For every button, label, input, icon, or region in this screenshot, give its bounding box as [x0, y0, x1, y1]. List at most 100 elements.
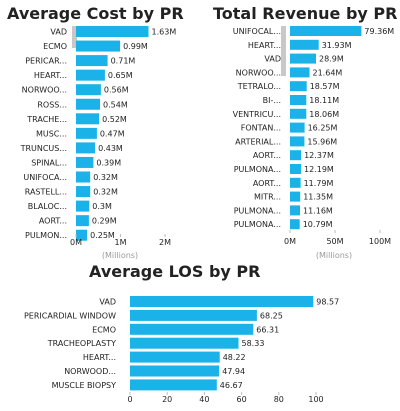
value-label: 18.11M: [309, 96, 339, 105]
category-label: VAD: [50, 28, 67, 37]
bar[interactable]: [76, 40, 121, 52]
value-label: 10.79M: [303, 220, 333, 229]
bar[interactable]: [290, 39, 319, 50]
value-label: 46.67: [220, 381, 243, 390]
value-label: 0.47M: [100, 129, 125, 138]
bar[interactable]: [290, 205, 300, 216]
value-label: 0.43M: [98, 144, 123, 153]
value-label: 0.56M: [104, 86, 129, 95]
bar[interactable]: [130, 351, 220, 363]
bars-group: VAD 1.63M ECMO 0.99M PERICAR... 0.71M HEART...…: [20, 26, 176, 241]
bar[interactable]: [290, 122, 305, 133]
category-label: HEART...: [83, 353, 116, 362]
value-label: 31.93M: [322, 41, 352, 50]
total-revenue-chart: Total Revenue by PR UNIFOCAL... 79.36M HEA…: [213, 4, 397, 260]
bar[interactable]: [76, 171, 91, 183]
category-label: HEART...: [34, 71, 67, 80]
category-label: VAD: [99, 298, 116, 307]
value-label: 11.79M: [304, 179, 334, 188]
bar[interactable]: [130, 323, 254, 335]
bar[interactable]: [130, 309, 257, 321]
chart-title: Total Revenue by PR: [213, 4, 397, 23]
scrollbar-thumb[interactable]: [72, 26, 77, 48]
bar[interactable]: [76, 200, 90, 212]
value-label: 0.3M: [92, 202, 112, 211]
bar[interactable]: [76, 142, 96, 154]
bar[interactable]: [76, 156, 94, 168]
bar[interactable]: [290, 67, 310, 78]
category-label: ECMO: [92, 325, 116, 334]
bar[interactable]: [290, 150, 302, 161]
category-label: TRACHE...: [26, 115, 67, 124]
bar[interactable]: [290, 191, 301, 202]
tick-label: 40: [199, 395, 209, 404]
bar[interactable]: [76, 186, 91, 198]
bar[interactable]: [76, 215, 89, 227]
category-label: PULMON...: [25, 231, 67, 240]
category-label: NORWOO...: [22, 86, 67, 95]
value-label: 0.25M: [90, 231, 115, 240]
bar[interactable]: [130, 296, 314, 307]
value-label: 47.94: [222, 367, 245, 376]
category-label: TRACHEOPLASTY: [47, 339, 116, 348]
category-label: ARTERIAL...: [235, 137, 281, 146]
bar[interactable]: [76, 127, 97, 139]
bar[interactable]: [290, 26, 362, 36]
bar[interactable]: [290, 219, 300, 230]
bar[interactable]: [76, 69, 105, 81]
bar[interactable]: [290, 164, 301, 174]
tick-label: 80: [274, 395, 284, 404]
axis-unit-label: (Millions): [102, 251, 138, 260]
bar[interactable]: [76, 98, 100, 110]
bar[interactable]: [290, 53, 316, 64]
bar[interactable]: [130, 379, 217, 391]
bar[interactable]: [76, 229, 88, 241]
category-label: BI-...: [263, 96, 281, 105]
value-label: 0.39M: [96, 158, 121, 167]
category-label: TETRALO...: [237, 82, 281, 91]
value-label: 12.37M: [304, 151, 334, 160]
value-label: 0.65M: [108, 71, 133, 80]
category-label: SPINAL...: [31, 158, 67, 167]
bar[interactable]: [76, 113, 100, 125]
category-label: MUSC...: [36, 129, 67, 138]
category-label: NORWOOD...: [64, 367, 116, 376]
value-label: 58.33: [242, 339, 265, 348]
tick-label: 50M: [326, 237, 343, 246]
bar[interactable]: [130, 365, 220, 377]
category-label: BLALOC...: [28, 202, 67, 211]
axis-unit-label: (Millions): [316, 251, 352, 260]
tick-label: 100: [308, 395, 323, 404]
category-label: AORT...: [39, 217, 67, 226]
scrollbar-thumb[interactable]: [281, 26, 286, 76]
bar[interactable]: [130, 337, 239, 349]
value-label: 0.32M: [93, 173, 118, 182]
bar[interactable]: [290, 81, 307, 92]
bar[interactable]: [290, 108, 307, 119]
category-label: FONTAN...: [241, 124, 281, 133]
bar[interactable]: [76, 26, 149, 37]
bar[interactable]: [290, 95, 307, 105]
tick-label: 0M: [284, 237, 296, 246]
value-label: 79.36M: [364, 27, 394, 36]
value-label: 0.71M: [111, 57, 136, 66]
value-label: 0.29M: [92, 217, 117, 226]
value-label: 0.32M: [93, 188, 118, 197]
tick-label: 20: [162, 395, 172, 404]
value-label: 18.57M: [310, 82, 340, 91]
value-label: 0.54M: [103, 100, 128, 109]
value-label: 11.16M: [303, 206, 333, 215]
bar[interactable]: [290, 177, 301, 188]
tick-label: 0M: [70, 238, 82, 247]
category-label: NORWOO...: [236, 68, 281, 77]
tick-label: 0: [127, 395, 132, 404]
chart-title: Average Cost by PR: [7, 4, 184, 23]
category-label: HEART...: [248, 41, 281, 50]
value-label: 18.06M: [309, 110, 339, 119]
category-label: AORT...: [253, 179, 281, 188]
bar[interactable]: [290, 136, 305, 147]
category-label: PULMONA...: [234, 165, 281, 174]
bar[interactable]: [76, 84, 101, 96]
bar[interactable]: [76, 55, 108, 67]
